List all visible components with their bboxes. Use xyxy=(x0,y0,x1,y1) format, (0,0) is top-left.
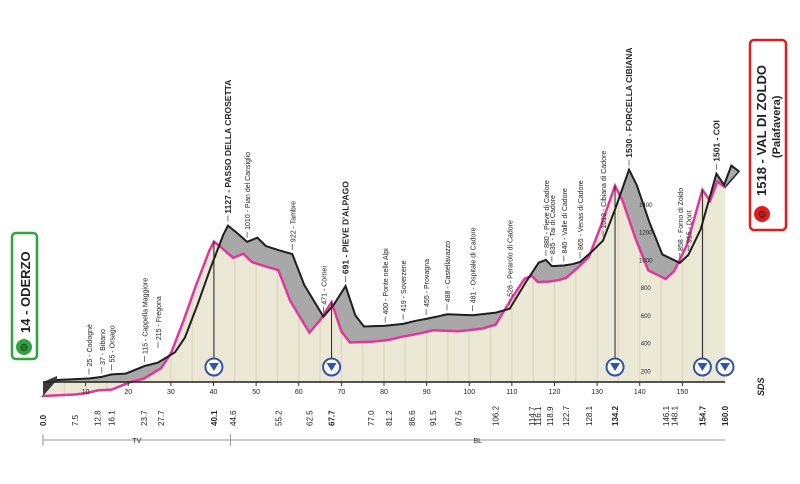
distance-label: 106.2 xyxy=(492,405,501,426)
profile-annotation: 880 - Pieve di Cadore xyxy=(544,180,551,248)
distance-label: 44.6 xyxy=(229,410,238,426)
distance-label: 122.7 xyxy=(562,405,571,426)
start-cyclist-icon xyxy=(16,339,32,355)
profile-annotation: 835 - Tai di Cadore xyxy=(550,195,557,254)
distance-label: 62.5 xyxy=(305,410,314,426)
profile-annotation: 215 - Fregona xyxy=(156,296,163,340)
finish-label: 1518 - VAL DI ZOLDO xyxy=(754,65,769,196)
km-tick-label: 40 xyxy=(210,389,218,396)
profile-annotation: 481 - Ospitale di Cadore xyxy=(471,227,478,303)
profile-annotation: 37 - Bibano xyxy=(100,329,107,365)
axis-layer: 1400 1200 1000 800 600 400 200 10 20 30 40 50 60 70 80… xyxy=(39,203,730,446)
distance-label: 118.9 xyxy=(546,406,555,426)
distance-label: 40.1 xyxy=(210,410,219,426)
distance-label: 55.2 xyxy=(274,410,283,426)
elevation-tick-label: 1000 xyxy=(639,258,653,264)
distance-label: 148.1 xyxy=(670,405,679,426)
km-tick-label: 20 xyxy=(124,389,132,396)
distance-label: 134.2 xyxy=(611,405,620,426)
ridge-line xyxy=(56,163,740,382)
profile-annotation: 915 - Dont xyxy=(686,210,693,243)
elevation-tick-label: 600 xyxy=(641,314,652,320)
profile-annotation: 115 - Cappella Maggiore xyxy=(142,278,149,354)
profile-annotation: 471 - Cornei xyxy=(321,266,328,305)
distance-label: 114.7 xyxy=(528,406,537,426)
province-label: BL xyxy=(473,438,482,445)
profile-annotation: 840 - Valle di Cadore xyxy=(562,188,569,253)
km-tick-label: 130 xyxy=(591,389,603,396)
distance-label: 27.7 xyxy=(157,410,166,426)
distance-label: 146.1 xyxy=(662,405,671,426)
distance-label: 91.5 xyxy=(429,410,438,426)
elevation-tick-label: 400 xyxy=(641,342,652,348)
profile-annotation: 419 - Soverzene xyxy=(401,260,408,311)
distance-label: 0.0 xyxy=(39,414,48,426)
summit-marker-triangle xyxy=(208,363,219,371)
start-label: 14 - ODERZO xyxy=(18,251,33,333)
distance-label: 128.1 xyxy=(585,405,594,426)
profile-annotation: 1019 - Cibiana di Cadore xyxy=(601,151,608,229)
km-tick-label: 80 xyxy=(380,389,388,396)
km-tick-label: 150 xyxy=(677,389,689,396)
profile-annotation: 1127 - PASSO DELLA CROSETTA xyxy=(223,80,233,214)
summit-marker-triangle xyxy=(697,363,708,371)
cyclist-glyph: ⚙ xyxy=(758,210,767,221)
km-tick-label: 120 xyxy=(549,389,561,396)
elevation-tick-label: 1400 xyxy=(639,203,653,209)
profile-annotation: 858 - Forno di Zoldo xyxy=(678,188,685,251)
km-tick-label: 70 xyxy=(337,389,345,396)
road-line xyxy=(42,179,726,398)
summit-marker-triangle xyxy=(610,363,621,371)
credit-logo: SDS xyxy=(756,377,766,396)
profile-annotation: 400 - Ponte nelle Alpi xyxy=(383,248,390,315)
km-tick-label: 140 xyxy=(634,389,646,396)
distance-label: 67.7 xyxy=(328,410,337,426)
distance-label: 86.6 xyxy=(408,410,417,426)
finish-box: 1518 - VAL DI ZOLDO (Palafavera) ⚙ xyxy=(748,38,788,232)
distance-label: 81.2 xyxy=(385,410,394,426)
finish-cyclist-icon xyxy=(754,206,770,222)
profile-annotation: 691 - PIEVE D'ALPAGO xyxy=(341,181,351,274)
finish-sublabel: (Palafavera) xyxy=(771,95,783,158)
annotation-layer: 25 - Codognè 37 - Bibano 55 - Orsago 115 - … xyxy=(87,48,735,377)
km-tick-label: 90 xyxy=(423,389,431,396)
distance-label: 97.5 xyxy=(455,410,464,426)
profile-annotation: 488 - Castellavazzo xyxy=(445,241,452,303)
profile-annotation: 865 - Venas di Cadore xyxy=(578,180,585,250)
km-tick-label: 110 xyxy=(506,389,517,396)
profile-annotation: 1530 - FORCELLA CIBIANA xyxy=(624,48,634,158)
distance-label: 7.5 xyxy=(71,414,80,426)
profile-annotation: 1501 - COI xyxy=(711,120,721,162)
km-tick-label: 100 xyxy=(463,389,475,396)
distance-label: 160.0 xyxy=(721,405,730,426)
km-tick-label: 50 xyxy=(252,389,260,396)
profile-annotation: 455 - Provagna xyxy=(424,259,431,307)
km-tick-label: 10 xyxy=(82,389,90,396)
profile-start-block xyxy=(43,376,57,397)
distance-label: 16.1 xyxy=(108,410,117,426)
elevation-tick-label: 200 xyxy=(641,369,652,375)
profile-annotation: 922 - Tambre xyxy=(290,201,297,242)
distance-label: 116.1 xyxy=(534,406,543,426)
km-tick-label: 30 xyxy=(167,389,175,396)
km-tick-label: 60 xyxy=(295,389,303,396)
summit-marker-triangle xyxy=(326,363,337,371)
province-label: TV xyxy=(132,438,141,445)
summit-marker-triangle xyxy=(720,363,730,371)
profile-annotation: 55 - Orsago xyxy=(110,325,117,362)
profile-annotation: 528 - Perarolo di Cadore xyxy=(508,220,515,297)
distance-label: 77.0 xyxy=(367,410,376,426)
elevation-tick-label: 1200 xyxy=(639,231,653,237)
distance-label: 154.7 xyxy=(698,405,707,426)
distance-label: 23.7 xyxy=(140,410,149,426)
profile-annotation: 25 - Codognè xyxy=(87,324,94,367)
elevation-tick-label: 800 xyxy=(641,286,652,292)
start-box: 14 - ODERZO ⚙ xyxy=(10,231,39,361)
cyclist-glyph: ⚙ xyxy=(20,343,29,354)
distance-label: 12.8 xyxy=(94,410,103,426)
profile-annotation: 1010 - Pian del Cansiglio xyxy=(245,152,252,230)
